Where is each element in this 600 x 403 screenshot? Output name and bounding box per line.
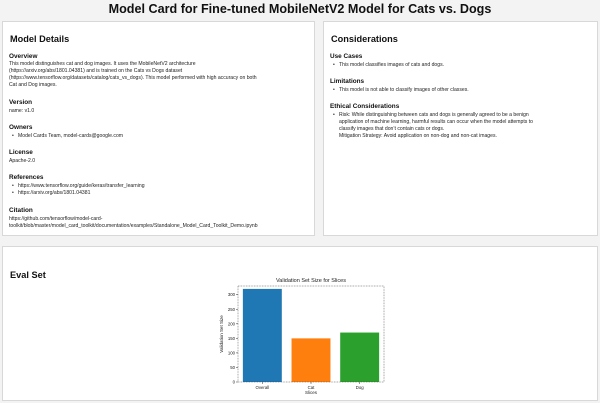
- x-tick-label: Cat: [308, 385, 315, 390]
- version-text: name: v1.0: [9, 108, 35, 114]
- limitations-title: Limitations: [330, 78, 365, 85]
- validation-set-size-chart: Validation Set Size for Slices 0 50 100 150 2…: [215, 275, 395, 400]
- ethical-considerations-title: Ethical Considerations: [330, 103, 400, 110]
- use-case-item: This model classifies images of cats and…: [333, 62, 444, 69]
- overview-line-1: This model distinguishes cat and dog ima…: [9, 61, 196, 67]
- y-tick-label: 150: [228, 336, 236, 341]
- plot-frame: [237, 285, 385, 383]
- owners-title: Owners: [9, 124, 33, 131]
- owner-item: Model Cards Team, model-cards@google.com: [12, 133, 123, 140]
- page-title: Model Card for Fine-tuned MobileNetV2 Mo…: [108, 2, 492, 16]
- overview-line-2: (https://arxiv.org/abs/1801.04381) and i…: [9, 68, 183, 74]
- overview-line-4: Cat and Dog images.: [9, 82, 57, 88]
- reference-item[interactable]: https://arxiv.org/abs/1801.04381: [12, 190, 90, 197]
- y-axis-label: Validation Set Size: [219, 315, 224, 353]
- ethical-risk-line-2: application of machine learning, harmful…: [339, 119, 533, 125]
- x-tick-label: Overall: [256, 385, 270, 390]
- bar-cat: [291, 338, 331, 382]
- references-title: References: [9, 174, 44, 181]
- use-cases-title: Use Cases: [330, 53, 363, 60]
- eval-set-heading: Eval Set: [10, 270, 46, 280]
- overview-title: Overview: [9, 53, 38, 60]
- model-details-heading: Model Details: [10, 34, 70, 44]
- version-title: Version: [9, 99, 33, 106]
- y-tick-label: 300: [228, 292, 236, 297]
- y-tick-label: 100: [228, 350, 236, 355]
- y-tick-label: 0: [233, 380, 236, 385]
- citation-line-2: toolkit/blob/master/model_card_toolkit/d…: [9, 223, 258, 229]
- reference-item[interactable]: https://www.tensorflow.org/guide/keras/t…: [12, 183, 145, 190]
- chart-svg: Validation Set Size for Slices 0 50 100 150 2…: [219, 278, 385, 395]
- y-tick-label: 200: [228, 321, 236, 326]
- citation-title: Citation: [9, 207, 33, 214]
- license-text: Apache-2.0: [9, 158, 36, 164]
- chart-title: Validation Set Size for Slices: [276, 278, 346, 284]
- bar-overall: [242, 288, 282, 382]
- y-tick-label: 250: [228, 307, 236, 312]
- citation-line-1: https://github.com/tensorflow/model-card…: [9, 216, 103, 222]
- considerations-card: Considerations Use Cases This model clas…: [323, 21, 598, 236]
- eval-set-card: Eval Set Validation Set Size for Slices 0…: [2, 246, 598, 401]
- model-details-card: Model Details Overview This model distin…: [2, 21, 315, 236]
- ethical-risk-line-1: Risk: While distinguishing between cats …: [333, 112, 529, 119]
- overview-line-3: (https://www.tensorflow.org/datasets/cat…: [9, 75, 257, 81]
- x-axis-label: Slices: [305, 390, 318, 395]
- limitation-item: This model is not able to classify image…: [333, 87, 469, 94]
- bar-dog: [340, 332, 380, 382]
- y-tick-label: 50: [230, 365, 235, 370]
- considerations-heading: Considerations: [331, 34, 398, 44]
- license-title: License: [9, 149, 33, 156]
- x-tick-label: Dog: [356, 385, 364, 390]
- ethical-risk-line-3: classify images that don’t contain cats …: [339, 126, 445, 132]
- ethical-mitigation: Mitigation Strategy: Avoid application o…: [339, 133, 497, 139]
